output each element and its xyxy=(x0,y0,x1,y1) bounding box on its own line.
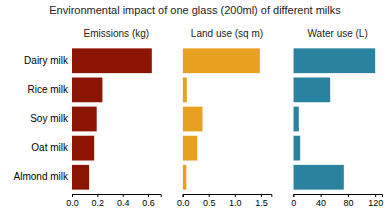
tick-label: 1.0 xyxy=(229,198,242,208)
bar xyxy=(183,48,260,73)
tick: 80 xyxy=(343,194,353,208)
tick-label: 40 xyxy=(316,198,326,208)
tick-mark xyxy=(235,194,236,197)
panel-title: Land use (sq m) xyxy=(191,28,263,39)
tick-label: 0.6 xyxy=(142,198,155,208)
bar xyxy=(183,136,198,161)
panel-title: Emissions (kg) xyxy=(84,28,150,39)
tick-mark xyxy=(72,194,73,197)
tick-mark xyxy=(209,194,210,197)
category-label: Dairy milk xyxy=(24,55,69,66)
bars xyxy=(183,48,260,189)
x-axis: 0 40 80 120 xyxy=(291,194,383,208)
category-label: Oat milk xyxy=(31,142,69,153)
bar xyxy=(183,77,187,102)
axis-line xyxy=(294,195,383,198)
tick: 0.0 xyxy=(177,194,190,208)
tick-label: 120 xyxy=(368,198,383,208)
tick: Soy milk xyxy=(30,113,69,124)
bars xyxy=(72,48,152,189)
tick-label: 0.4 xyxy=(117,198,130,208)
tick: 1.0 xyxy=(229,194,242,208)
tick: 0 xyxy=(291,194,296,208)
bar xyxy=(72,48,152,73)
chart-title: Environmental impact of one glass (200ml… xyxy=(49,4,341,16)
tick-label: 0.0 xyxy=(66,198,79,208)
tick-label: 0.0 xyxy=(177,198,190,208)
bar xyxy=(293,48,375,73)
category-label: Rice milk xyxy=(27,84,69,95)
tick-label: 1.5 xyxy=(255,198,268,208)
bar xyxy=(293,165,343,190)
bar xyxy=(293,136,300,161)
tick: Rice milk xyxy=(27,84,69,95)
bar xyxy=(72,136,94,161)
tick: 0.6 xyxy=(142,194,155,208)
tick-mark xyxy=(261,194,262,197)
bar xyxy=(293,107,298,132)
tick: 0.5 xyxy=(203,194,216,208)
tick: Almond milk xyxy=(14,171,69,182)
bar xyxy=(183,165,187,190)
bar xyxy=(72,107,97,132)
chart-container: Environmental impact of one glass (200ml… xyxy=(0,0,390,220)
panel: 0.0 0.2 0.4 0.6 Dairy milk Rice milk Soy milk O… xyxy=(14,28,162,208)
x-axis: 0.0 0.5 1.0 1.5 xyxy=(177,194,272,208)
tick: Oat milk xyxy=(31,142,69,153)
category-label: Soy milk xyxy=(30,113,69,124)
tick-mark xyxy=(293,194,294,197)
tick: 0.2 xyxy=(92,194,105,208)
tick-mark xyxy=(183,194,184,197)
category-label: Almond milk xyxy=(14,171,69,182)
bars xyxy=(293,48,375,189)
tick: 0.0 xyxy=(66,194,79,208)
tick: Dairy milk xyxy=(24,55,69,66)
bar xyxy=(72,77,102,102)
x-axis: 0.0 0.2 0.4 0.6 xyxy=(66,194,161,208)
bar xyxy=(293,77,330,102)
tick-mark xyxy=(321,194,322,197)
axis-line xyxy=(183,195,272,198)
tick-label: 0.2 xyxy=(92,198,105,208)
tick-mark xyxy=(97,194,98,197)
chart-svg: Environmental impact of one glass (200ml… xyxy=(0,0,390,220)
tick-mark xyxy=(375,194,376,197)
bar xyxy=(183,107,203,132)
tick: 1.5 xyxy=(255,194,268,208)
tick: 0.4 xyxy=(117,194,130,208)
tick-mark xyxy=(123,194,124,197)
panel: 0.0 0.5 1.0 1.5 Land use (sq m) xyxy=(177,28,272,208)
panel: 0 40 80 120 Water use (L) xyxy=(291,28,383,208)
panel-title: Water use (L) xyxy=(308,28,368,39)
tick-label: 0.5 xyxy=(203,198,216,208)
tick-label: 80 xyxy=(343,198,353,208)
tick-mark xyxy=(148,194,149,197)
tick: 40 xyxy=(316,194,326,208)
bar xyxy=(72,165,89,190)
tick-mark xyxy=(348,194,349,197)
y-axis: Dairy milk Rice milk Soy milk Oat milk Almon… xyxy=(14,55,69,183)
tick: 120 xyxy=(368,194,383,208)
axis-line xyxy=(73,195,162,198)
tick-label: 0 xyxy=(291,198,296,208)
